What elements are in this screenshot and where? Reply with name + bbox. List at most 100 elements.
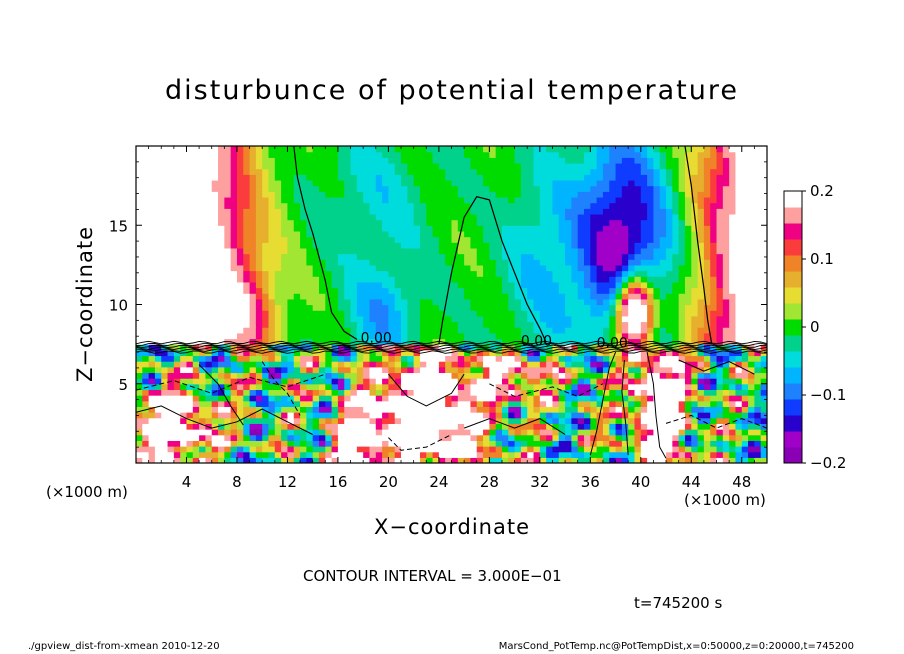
heatmap-cell	[243, 412, 251, 419]
heatmap-cell	[476, 219, 484, 226]
heatmap-cell	[388, 236, 396, 243]
heatmap-cell	[394, 247, 402, 255]
heatmap-cell	[552, 185, 560, 192]
heatmap-cell	[476, 366, 484, 374]
heatmap-cell	[136, 400, 143, 407]
heatmap-cell	[142, 202, 150, 209]
heatmap-cell	[546, 400, 554, 407]
heatmap-cell	[508, 400, 516, 407]
heatmap-cell	[161, 225, 169, 232]
heatmap-cell	[483, 259, 490, 266]
heatmap-cell	[161, 327, 169, 334]
heatmap-cell	[577, 451, 585, 458]
heatmap-cell	[514, 355, 522, 362]
heatmap-cell	[609, 213, 617, 221]
heatmap-cell	[501, 310, 509, 317]
heatmap-cell	[691, 327, 699, 334]
heatmap-cell	[173, 389, 181, 396]
heatmap-cell	[318, 208, 326, 215]
heatmap-cell	[508, 219, 516, 226]
heatmap-cell	[224, 202, 232, 209]
heatmap-cell	[584, 247, 591, 255]
heatmap-cell	[647, 270, 655, 277]
heatmap-cell	[476, 298, 484, 306]
heatmap-cell	[634, 230, 642, 238]
heatmap-cell	[186, 315, 194, 323]
heatmap-cell	[142, 281, 150, 289]
heatmap-cell	[457, 332, 465, 340]
heatmap-cell	[438, 259, 446, 266]
heatmap-cell	[539, 276, 547, 283]
heatmap-cell	[546, 378, 554, 385]
heatmap-cell	[401, 230, 408, 238]
heatmap-cell	[205, 202, 213, 209]
heatmap-cell	[432, 361, 440, 368]
heatmap-cell	[722, 383, 730, 391]
heatmap-cell	[533, 315, 541, 323]
heatmap-cell	[634, 366, 642, 374]
heatmap-cell	[419, 412, 427, 419]
heatmap-cell	[249, 253, 257, 260]
heatmap-cell	[167, 287, 175, 294]
heatmap-cell	[274, 429, 282, 436]
heatmap-cell	[438, 191, 446, 198]
heatmap-cell	[590, 259, 598, 266]
heatmap-cell	[394, 293, 402, 300]
heatmap-cell	[445, 389, 453, 396]
heatmap-cell	[426, 287, 434, 294]
heatmap-cell	[306, 185, 314, 192]
heatmap-cell	[388, 440, 396, 447]
heatmap-cell	[148, 298, 156, 306]
heatmap-cell	[457, 383, 465, 391]
heatmap-cell	[331, 383, 339, 391]
heatmap-cell	[369, 423, 377, 430]
heatmap-cell	[154, 457, 162, 463]
heatmap-cell	[356, 213, 364, 221]
heatmap-cell	[590, 242, 598, 249]
heatmap-cell	[136, 355, 143, 362]
heatmap-cell	[748, 338, 755, 345]
heatmap-cell	[249, 395, 257, 402]
heatmap-cell	[590, 412, 598, 419]
heatmap-cell	[520, 412, 528, 419]
heatmap-cell	[300, 281, 307, 289]
heatmap-cell	[312, 355, 320, 362]
heatmap-cell	[249, 281, 257, 289]
heatmap-cell	[672, 264, 680, 272]
heatmap-cell	[729, 287, 737, 294]
heatmap-cell	[382, 253, 389, 260]
heatmap-cell	[470, 259, 478, 266]
heatmap-cell	[154, 242, 162, 249]
heatmap-cell	[628, 287, 636, 294]
heatmap-cell	[331, 310, 339, 317]
heatmap-cell	[426, 440, 434, 447]
heatmap-cell	[142, 429, 150, 436]
heatmap-cell	[703, 259, 711, 266]
heatmap-cell	[628, 457, 636, 463]
heatmap-cell	[735, 236, 743, 243]
heatmap-cell	[672, 219, 680, 226]
heatmap-cell	[211, 208, 219, 215]
heatmap-cell	[489, 191, 497, 198]
heatmap-cell	[148, 378, 156, 385]
heatmap-cell	[508, 338, 516, 345]
heatmap-cell	[350, 395, 358, 402]
heatmap-cell	[628, 389, 636, 396]
heatmap-cell	[306, 213, 314, 221]
heatmap-cell	[476, 230, 484, 238]
heatmap-cell	[211, 310, 219, 317]
heatmap-cell	[628, 412, 636, 419]
heatmap-cell	[382, 434, 389, 441]
heatmap-cell	[451, 208, 459, 215]
heatmap-cell	[533, 287, 541, 294]
heatmap-cell	[413, 372, 421, 379]
heatmap-cell	[495, 191, 503, 198]
heatmap-cell	[167, 191, 175, 198]
heatmap-cell	[192, 293, 200, 300]
heatmap-cell	[337, 412, 345, 419]
heatmap-cell	[413, 264, 421, 272]
heatmap-cell	[148, 332, 156, 340]
heatmap-cell	[476, 332, 484, 340]
heatmap-cell	[684, 429, 692, 436]
heatmap-cell	[413, 321, 421, 328]
